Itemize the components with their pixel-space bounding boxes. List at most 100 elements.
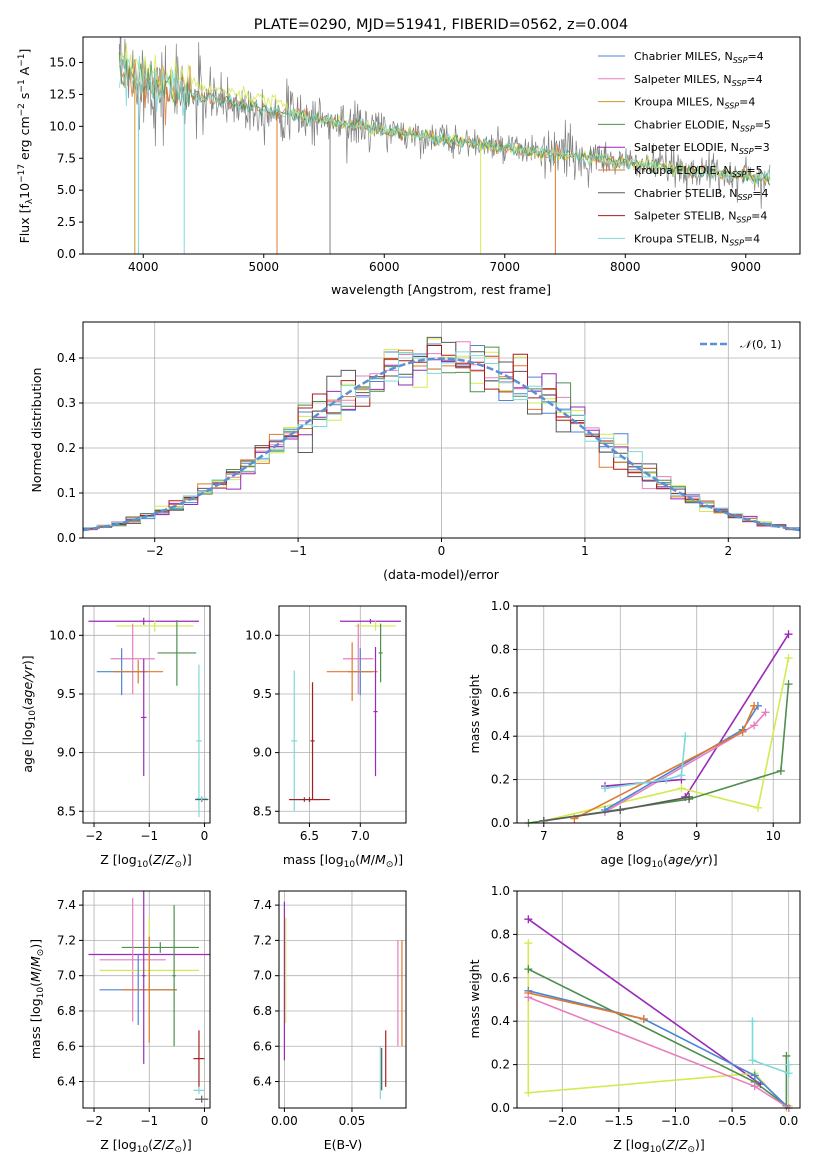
series-point (784, 1060, 793, 1069)
gaussian-legend-symbol: 𝒩 (740, 338, 754, 351)
weight-vs-metallicity-xtick-label: −1.0 (661, 1114, 690, 1128)
age-vs-metallicity-frame (82, 605, 211, 824)
residual-xtick-label: 2 (724, 544, 732, 558)
observed-spectrum-line (118, 37, 771, 209)
spectrum-legend: Chabrier MILES, NSSP=4 Salpeter MILES, NS… (598, 50, 771, 247)
series-point (750, 701, 759, 710)
series-point (738, 727, 747, 736)
age-vs-metallicity-ytick-label: 8.5 (57, 804, 76, 818)
mass-vs-extinction-ytick-label: 7.2 (253, 933, 272, 947)
mass-vs-extinction-xtick-label: 0.05 (339, 1114, 366, 1128)
mass-vs-extinction-panel: 0.00 0.05 6.4 6.6 6.8 7.0 7.2 7.4 E(B-V) (253, 890, 407, 1152)
series-point (677, 784, 686, 793)
series-line (528, 992, 644, 1020)
age-vs-mass-points (289, 618, 401, 812)
series-point (600, 784, 609, 793)
model-spectrum-line (118, 55, 771, 185)
spectrum-ytick-label: 2.5 (57, 215, 76, 229)
residual-legend: 𝒩 (0, 1) (700, 338, 782, 351)
histogram-step-line (83, 336, 800, 532)
weight-vs-metallicity-ytick-label: 0.0 (491, 1101, 510, 1115)
weight-vs-metallicity-ytick-label: 0.4 (491, 1014, 510, 1028)
series-point (681, 732, 690, 741)
series-point (524, 993, 533, 1002)
residual-ytick-label: 0.3 (57, 396, 76, 410)
weight-vs-metallicity-ytick-label: 1.0 (491, 884, 510, 898)
spectrum-xtick-label: 4000 (128, 260, 159, 274)
weight-vs-age-ytick-label: 0.8 (491, 642, 510, 656)
series-point (784, 1069, 793, 1078)
series-point (784, 680, 793, 689)
residual-ytick-label: 0.0 (57, 531, 76, 545)
series-point (748, 1056, 757, 1065)
weight-vs-metallicity-ytick-label: 0.2 (491, 1058, 510, 1072)
series-point (784, 630, 793, 639)
mass-vs-extinction-xlabel: E(B-V) (324, 1137, 363, 1152)
weight-vs-age-ylabel: mass weight (467, 674, 482, 753)
weight-vs-age-xtick-label: 8 (616, 829, 624, 843)
spectrum-lines (118, 37, 771, 254)
age-vs-metallicity-ytick-label: 9.5 (57, 687, 76, 701)
series-point (524, 939, 533, 948)
spectrum-ytick-label: 5.0 (57, 183, 76, 197)
series-point (524, 965, 533, 974)
residual-ylabel: Normed distribution (29, 368, 44, 493)
mass-vs-metallicity-frame (82, 890, 211, 1109)
age-vs-metallicity-ytick-label: 10.0 (49, 628, 76, 642)
age-vs-mass-xtick-label: 7.0 (351, 829, 370, 843)
age-vs-mass-xtick-label: 6.5 (300, 829, 319, 843)
mass-vs-metallicity-ytick-label: 7.0 (57, 969, 76, 983)
residual-xtick-label: −1 (289, 544, 307, 558)
spectrum-ytick-label: 15.0 (49, 56, 76, 70)
age-vs-mass-frame (278, 605, 407, 824)
series-line (527, 918, 761, 1085)
series-line (527, 943, 790, 1110)
mass-vs-metallicity-panel: −2 −1 06.46.66.87.07.27.4 Z [log10(Z/Z⊙)] … (28, 890, 211, 1155)
series-point (524, 1088, 533, 1097)
weight-vs-metallicity-panel: −2.0 −1.5 −1.0 −0.5 0.0 0.0 0.2 0.4 0.6 0.8 1.0 Z … (467, 884, 801, 1155)
series-point (776, 766, 785, 775)
weight-vs-age-xtick-label: 7 (540, 829, 548, 843)
series-point (539, 816, 548, 825)
mass-vs-metallicity-ytick-label: 6.6 (57, 1039, 76, 1053)
age-vs-mass-xlabel: mass [log10(M/M⊙)] (283, 852, 403, 870)
weight-vs-metallicity-xtick-label: −1.5 (604, 1114, 633, 1128)
mass-vs-metallicity-xtick-label: 0 (201, 1114, 209, 1128)
legend-label: Chabrier MILES, NSSP=4 (634, 50, 764, 65)
series-point (750, 1071, 759, 1080)
legend-label: Kroupa ELODIE, NSSP=5 (634, 164, 763, 179)
age-vs-metallicity-xtick-label: −2 (85, 829, 103, 843)
age-vs-metallicity-ytick-label: 9.0 (57, 746, 76, 760)
legend-label: Kroupa MILES, NSSP=4 (634, 96, 755, 111)
mass-vs-metallicity-xtick-label: −2 (85, 1114, 103, 1128)
series-point (639, 1015, 648, 1024)
weight-vs-age-ytick-label: 0.2 (491, 773, 510, 787)
weight-vs-metallicity-series (524, 915, 793, 1112)
residual-ytick-label: 0.2 (57, 441, 76, 455)
weight-vs-metallicity-xlabel: Z [log10(Z/Z⊙)] (613, 1137, 705, 1155)
series-point (677, 771, 686, 780)
mass-vs-extinction-ytick-label: 6.6 (253, 1039, 272, 1053)
age-vs-mass-ytick-label: 9.0 (253, 746, 272, 760)
series-line (543, 657, 790, 822)
age-vs-metallicity-xtick-label: 0 (201, 829, 209, 843)
legend-label: Chabrier STELIB, NSSP=4 (634, 187, 768, 202)
spectrum-ytick-label: 7.5 (57, 151, 76, 165)
legend-label: Salpeter MILES, NSSP=4 (634, 73, 763, 88)
weight-vs-metallicity-ytick-label: 0.8 (491, 927, 510, 941)
spectrum-xtick-label: 5000 (248, 260, 279, 274)
residual-panel: −2 −1 0 1 2 0.0 0.1 0.2 0.3 0.4 (data-model)/erro… (29, 321, 801, 582)
age-vs-metallicity-xtick-label: −1 (140, 829, 158, 843)
residual-xtick-label: 1 (581, 544, 589, 558)
spectrum-xtick-label: 9000 (730, 260, 761, 274)
age-vs-metallicity-ylabel: age [log10(age/yr)] (20, 655, 38, 772)
spectrum-ytick-label: 0.0 (57, 247, 76, 261)
series-point (782, 1051, 791, 1060)
weight-vs-age-ytick-label: 0.0 (491, 816, 510, 830)
series-line (604, 705, 759, 811)
legend-label: Chabrier ELODIE, NSSP=5 (634, 118, 771, 133)
age-vs-metallicity-xlabel: Z [log10(Z/Z⊙)] (100, 852, 192, 870)
spectrum-ylabel: Flux [fλ10−17 erg cm−2 s−1 A−1] (17, 49, 35, 244)
mass-vs-metallicity-xlabel: Z [log10(Z/Z⊙)] (100, 1137, 192, 1155)
